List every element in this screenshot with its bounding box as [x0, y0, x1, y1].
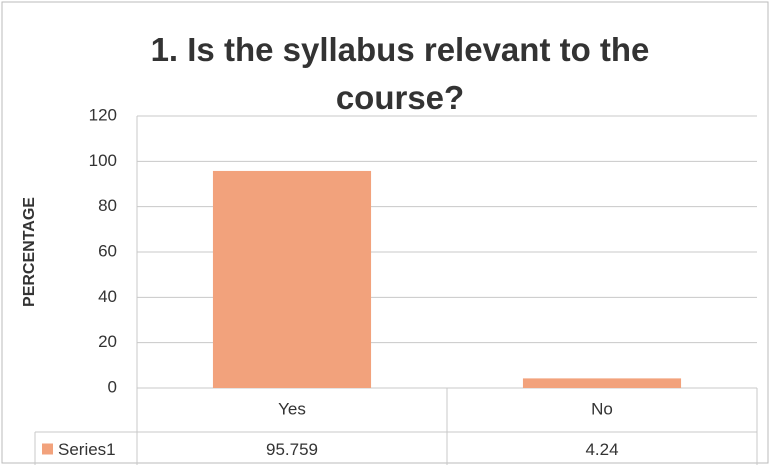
- legend-key: [42, 443, 53, 455]
- y-tick-label: 80: [98, 196, 117, 215]
- legend-label: Series1: [58, 440, 116, 459]
- y-axis-label: PERCENTAGE: [21, 197, 38, 307]
- chart-title: 1. Is the syllabus relevant to the cours…: [150, 31, 650, 116]
- x-tick-label: Yes: [278, 399, 306, 418]
- bar: [522, 378, 682, 388]
- y-tick-label: 20: [98, 332, 117, 351]
- y-tick-label: 0: [108, 377, 117, 396]
- data-table-value: 95.759: [266, 440, 318, 459]
- y-tick-label: 100: [89, 151, 117, 170]
- y-tick-label: 40: [98, 287, 117, 306]
- y-tick-label: 60: [98, 241, 117, 260]
- y-tick-label: 120: [89, 105, 117, 124]
- data-table-value: 4.24: [585, 440, 618, 459]
- x-tick-label: No: [591, 399, 613, 418]
- bar: [212, 170, 372, 388]
